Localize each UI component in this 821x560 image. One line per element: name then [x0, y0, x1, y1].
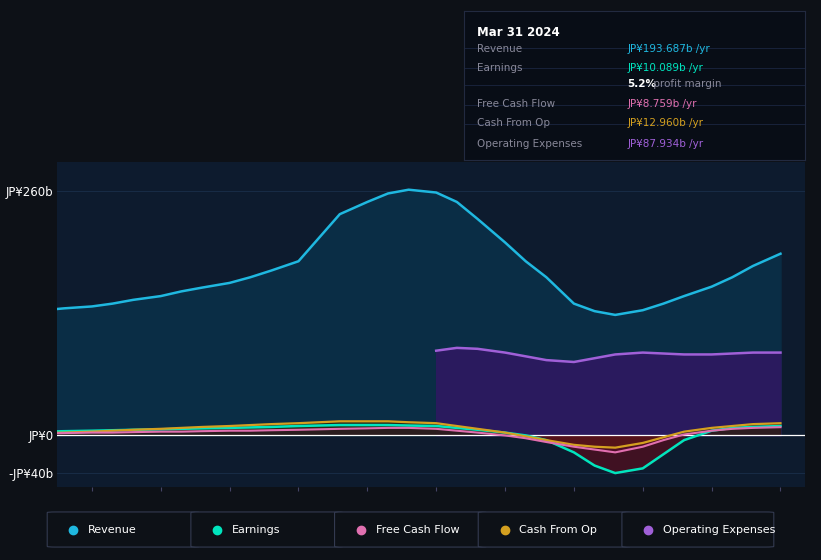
Text: JP¥10.089b /yr: JP¥10.089b /yr [627, 63, 704, 73]
Text: JP¥12.960b /yr: JP¥12.960b /yr [627, 118, 704, 128]
Text: Revenue: Revenue [478, 44, 523, 54]
FancyBboxPatch shape [622, 512, 774, 547]
Text: JP¥87.934b /yr: JP¥87.934b /yr [627, 139, 704, 149]
Text: Free Cash Flow: Free Cash Flow [376, 525, 459, 534]
Text: Cash From Op: Cash From Op [520, 525, 597, 534]
FancyBboxPatch shape [478, 512, 631, 547]
Text: Operating Expenses: Operating Expenses [663, 525, 775, 534]
Text: Free Cash Flow: Free Cash Flow [478, 99, 556, 109]
Text: Mar 31 2024: Mar 31 2024 [478, 26, 560, 39]
FancyBboxPatch shape [47, 512, 199, 547]
Text: Earnings: Earnings [232, 525, 281, 534]
FancyBboxPatch shape [190, 512, 343, 547]
Text: Operating Expenses: Operating Expenses [478, 139, 583, 149]
Text: Cash From Op: Cash From Op [478, 118, 551, 128]
Text: 5.2%: 5.2% [627, 80, 657, 90]
Text: profit margin: profit margin [649, 80, 721, 90]
Text: Revenue: Revenue [88, 525, 137, 534]
Text: JP¥8.759b /yr: JP¥8.759b /yr [627, 99, 697, 109]
Text: Earnings: Earnings [478, 63, 523, 73]
Text: JP¥193.687b /yr: JP¥193.687b /yr [627, 44, 710, 54]
FancyBboxPatch shape [335, 512, 487, 547]
